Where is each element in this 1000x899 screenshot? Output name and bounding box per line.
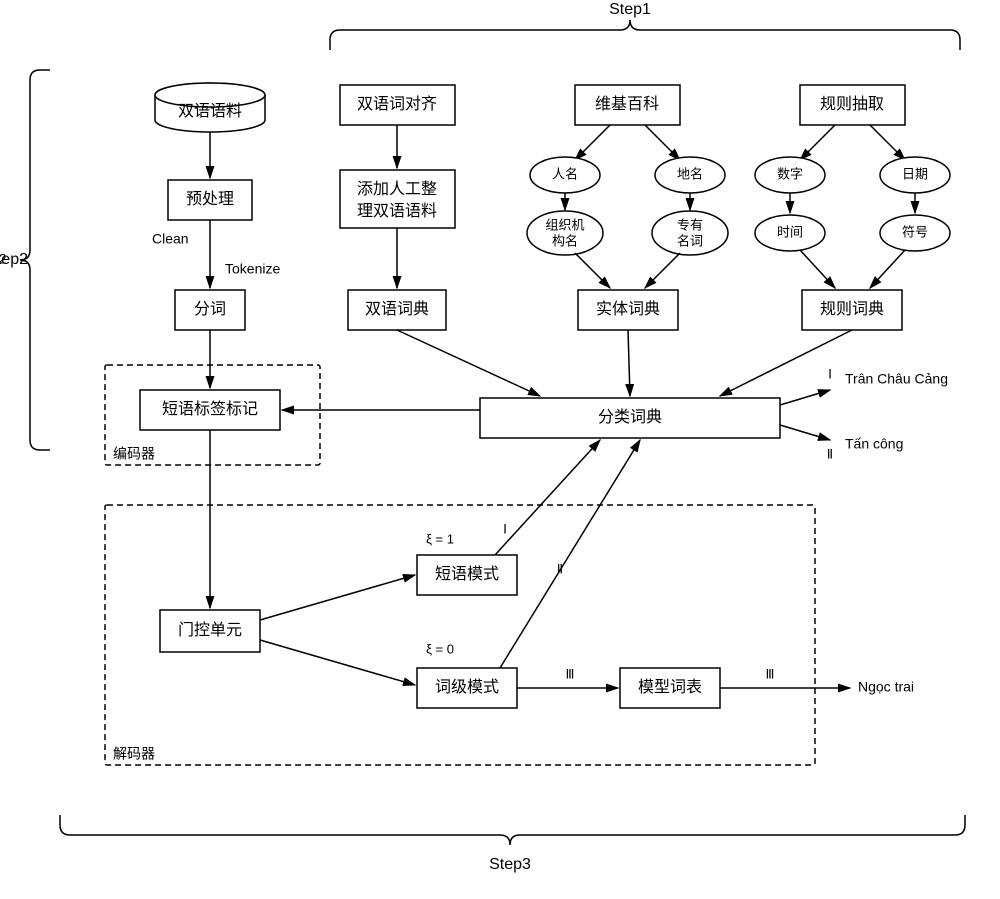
out2-label: Tấn công: [845, 436, 903, 452]
arrow-symbol-ruledict: [870, 250, 905, 288]
arrow-org-entity: [575, 253, 610, 288]
out1-label: Trân Châu Cảng: [845, 371, 948, 387]
arrow-phrasemode-classdict: [495, 440, 600, 555]
encoder-label: 编码器: [113, 446, 155, 462]
arrow-rule-number: [800, 125, 835, 160]
step1-bracket: [330, 20, 960, 50]
wordmode-label: 词级模式: [435, 678, 499, 696]
person-label: 人名: [552, 166, 578, 181]
arrow-wordmode-classdict: [500, 440, 640, 668]
org-label2: 构名: [552, 233, 578, 248]
arrow-bidict-classdict: [397, 330, 540, 396]
r3a-label: Ⅲ: [566, 666, 575, 681]
arrow-gate-phrasemode: [260, 575, 415, 620]
arrow-entity-classdict: [628, 330, 630, 396]
step3-bracket: [60, 815, 965, 845]
r2-label: Ⅱ: [827, 446, 833, 461]
manual-label1: 添加人工整: [357, 180, 437, 198]
number-label: 数字: [777, 166, 803, 181]
arrow-rule-date: [870, 125, 905, 160]
arrow-ruledict-classdict: [720, 330, 852, 396]
entity-label: 实体词典: [596, 300, 660, 318]
wiki-label: 维基百科: [595, 95, 659, 113]
align-label: 双语词对齐: [357, 95, 437, 113]
bidict-label: 双语词典: [365, 300, 429, 318]
arrow-classdict-out1: [780, 390, 830, 405]
step1-label: Step1: [609, 1, 651, 18]
step3-label: Step3: [489, 856, 531, 873]
gate-label: 门控单元: [178, 621, 242, 639]
place-label: 地名: [677, 166, 703, 181]
phrase-label: 短语标签标记: [162, 400, 258, 418]
symbol-label: 符号: [902, 224, 928, 239]
arrow-time-ruledict: [800, 250, 835, 288]
time-label: 时间: [777, 224, 803, 239]
diagram-canvas: Step1 Step2 Step2 Step3 双语语料 预处理 Clean T…: [0, 0, 1000, 899]
r1-label: Ⅰ: [828, 366, 832, 381]
proper-label2: 名词: [677, 233, 703, 248]
xi1-label: ξ = 1: [426, 531, 454, 546]
corpus-label: 双语语料: [178, 102, 242, 120]
step2-text: Step2: [0, 251, 28, 268]
modellex-label: 模型词表: [638, 678, 702, 696]
classdict-label: 分类词典: [598, 408, 662, 426]
arrow-classdict-out2: [780, 425, 830, 440]
tokenize-label: Tokenize: [225, 261, 280, 277]
r3b-label: Ⅲ: [766, 666, 775, 681]
decoder-label: 解码器: [113, 746, 155, 762]
manual-label2: 理双语语料: [357, 202, 437, 220]
arrow-gate-wordmode: [260, 640, 415, 685]
corpus-cylinder: 双语语料: [155, 83, 265, 132]
out3-label: Ngọc trai: [858, 679, 914, 695]
segment-label: 分词: [194, 300, 226, 318]
preproc-label: 预处理: [186, 190, 234, 208]
org-label1: 组织机: [545, 217, 584, 232]
clean-label: Clean: [152, 231, 189, 247]
xi0-label: ξ = 0: [426, 641, 454, 656]
ruledict-label: 规则词典: [820, 300, 884, 318]
date-label: 日期: [902, 166, 928, 181]
arrow-wiki-person: [575, 125, 610, 160]
phrasemode-label: 短语模式: [435, 565, 499, 583]
r1b-label: Ⅰ: [503, 521, 507, 536]
arrow-proper-entity: [645, 253, 680, 288]
arrow-wiki-place: [645, 125, 680, 160]
proper-label1: 专有: [677, 217, 703, 232]
rule-label: 规则抽取: [820, 95, 884, 113]
